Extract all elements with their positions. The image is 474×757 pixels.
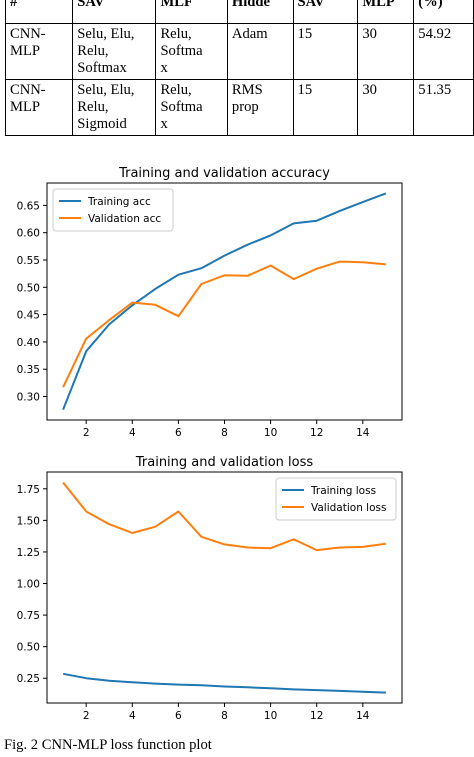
figure-caption: Fig. 2 CNN-MLP loss function plot [4, 737, 212, 753]
x-tick-label: 12 [310, 427, 323, 438]
accuracy-chart: Training and validation accuracy 2 4 6 8 10 12… [17, 166, 403, 438]
table-cell: Selu, Elu, Relu, Sigmoid [72, 79, 157, 136]
results-table: # SAV MLF Hidde SAV MLP (%) CNN- MLP Sel… [4, 0, 474, 136]
table-cell: 15 [292, 79, 359, 136]
header-cell: SAV [292, 0, 359, 24]
table-cell: Relu, Softma x [155, 23, 228, 80]
y-tick-label: 0.65 [17, 200, 40, 212]
table-cell: CNN- MLP [4, 23, 74, 80]
x-tick-label: 8 [221, 710, 228, 722]
table-cell: Relu, Softma x [155, 79, 228, 136]
legend-box [52, 188, 174, 232]
legend-label: Validation acc [88, 213, 161, 225]
table-cell: 54.92 [413, 23, 474, 80]
y-tick-label: 1.50 [17, 515, 40, 527]
y-tick-label: 0.40 [17, 337, 40, 349]
x-tick-label: 10 [264, 427, 277, 438]
chart-title: Training and validation loss [135, 455, 313, 470]
x-tick-label: 4 [129, 710, 136, 722]
table-cell: 30 [357, 23, 415, 80]
table-row: CNN- MLP Selu, Elu, Relu, Softmax Relu, … [4, 23, 474, 80]
x-tick-label: 14 [356, 427, 370, 438]
legend-label: Training loss [310, 485, 376, 497]
y-tick-label: 1.75 [17, 484, 40, 496]
table-cell: 30 [357, 79, 415, 136]
y-tick-label: 0.50 [17, 642, 40, 654]
table-cell: 51.35 [413, 79, 474, 136]
x-tick-label: 8 [221, 427, 228, 438]
x-tick-label: 6 [175, 710, 182, 722]
x-tick-label: 4 [129, 427, 136, 438]
legend-label: Training acc [87, 196, 151, 208]
table-cell: Selu, Elu, Relu, Softmax [72, 23, 157, 80]
table-row: CNN- MLP Selu, Elu, Relu, Sigmoid Relu, … [4, 79, 474, 136]
y-tick-label: 0.75 [17, 610, 40, 622]
chart-title: Training and validation accuracy [118, 166, 330, 181]
y-tick-label: 1.25 [17, 547, 40, 559]
series-line-training [62, 192, 387, 410]
series-line-validation [62, 481, 387, 552]
x-tick-label: 14 [356, 710, 370, 722]
y-tick-label: 0.55 [17, 255, 40, 267]
table-cell: RMS prop [226, 79, 294, 136]
y-tick-label: 0.30 [17, 392, 40, 404]
results-table-wrapper: # SAV MLF Hidde SAV MLP (%) CNN- MLP Sel… [0, 0, 474, 145]
series-line-training [62, 672, 386, 694]
header-cell: MLP [357, 0, 415, 24]
table-header-row: # SAV MLF Hidde SAV MLP (%) [4, 0, 474, 24]
x-tick-label: 2 [83, 710, 90, 722]
y-tick-label: 0.60 [17, 228, 40, 240]
x-tick-label: 6 [175, 427, 182, 438]
x-tick-label: 2 [83, 427, 90, 438]
header-cell: (%) [413, 0, 474, 24]
y-tick-label: 1.00 [17, 579, 40, 591]
series-line-validation [62, 260, 386, 388]
header-cell: SAV [72, 0, 157, 24]
y-tick-label: 0.35 [17, 364, 40, 376]
legend-label: Validation loss [311, 502, 386, 514]
legend-box [275, 477, 397, 521]
header-cell: MLF [155, 0, 228, 24]
table-cell: Adam [226, 23, 294, 80]
table-cell: 15 [292, 23, 359, 80]
table-cell: CNN- MLP [4, 79, 74, 136]
y-tick-label: 0.45 [17, 310, 40, 322]
header-cell: # [4, 0, 74, 24]
y-tick-label: 0.50 [17, 282, 40, 294]
y-tick-label: 0.25 [17, 673, 40, 685]
x-tick-label: 12 [310, 710, 323, 722]
loss-chart: Training and validation loss 2 4 6 8 10 12 14 0.… [17, 455, 403, 722]
x-tick-label: 10 [264, 710, 277, 722]
header-cell: Hidde [226, 0, 294, 24]
